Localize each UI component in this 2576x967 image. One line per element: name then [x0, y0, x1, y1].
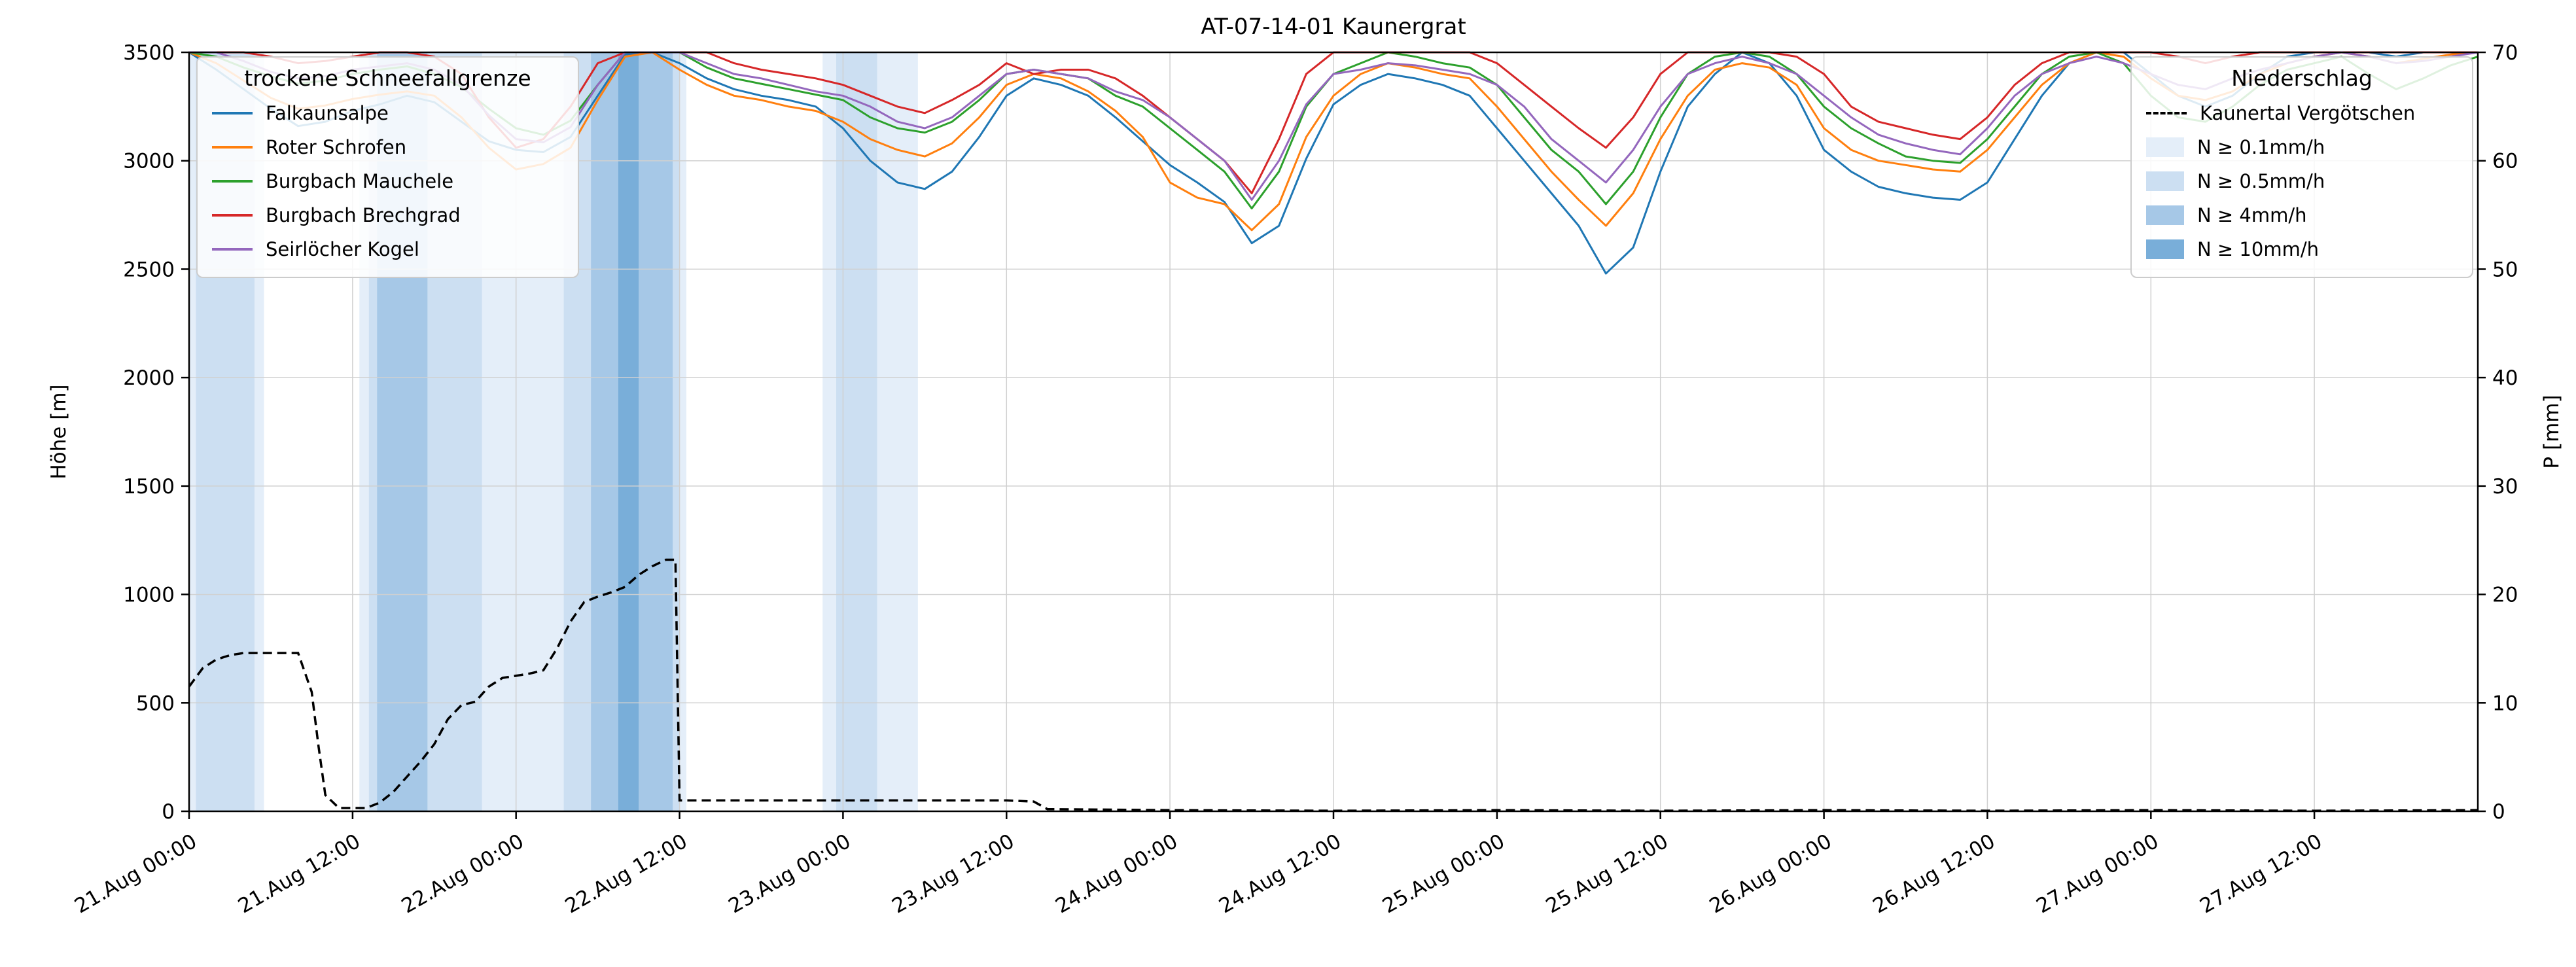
legend-label: Falkaunsalpe: [266, 102, 389, 124]
legend-label: Burgbach Brechgrad: [266, 204, 461, 226]
band-swatch-4-icon: [2146, 205, 2184, 225]
svg-text:70: 70: [2492, 41, 2518, 65]
legend-snowline-title: trockene Schneefallgrenze: [244, 65, 531, 91]
svg-text:2500: 2500: [123, 258, 175, 281]
legend-item-seirloecher-kogel: Seirlöcher Kogel: [212, 232, 563, 266]
dashed-line-swatch-icon: [2146, 112, 2187, 114]
legend-label: N ≥ 0.5mm/h: [2197, 170, 2325, 192]
svg-text:50: 50: [2492, 258, 2518, 281]
svg-text:1000: 1000: [123, 584, 175, 607]
svg-text:Höhe [m]: Höhe [m]: [47, 384, 71, 479]
svg-text:60: 60: [2492, 150, 2518, 173]
legend-item-burgbach-brechgrad: Burgbach Brechgrad: [212, 198, 563, 232]
svg-text:40: 40: [2492, 366, 2518, 390]
legend-label: N ≥ 10mm/h: [2197, 238, 2319, 260]
svg-text:2000: 2000: [123, 366, 175, 390]
legend-item-burgbach-mauchele: Burgbach Mauchele: [212, 164, 563, 198]
legend-item-kaunertal-vergoetschen: Kaunertal Vergötschen: [2146, 96, 2458, 130]
svg-text:24.Aug 00:00: 24.Aug 00:00: [1051, 830, 1182, 919]
svg-text:26.Aug 12:00: 26.Aug 12:00: [1869, 830, 1999, 919]
svg-text:0: 0: [2492, 800, 2505, 824]
band-swatch-10-icon: [2146, 239, 2184, 259]
line-swatch-seirloecher-kogel-icon: [212, 248, 253, 251]
svg-text:23.Aug 00:00: 23.Aug 00:00: [724, 830, 855, 919]
legend-item-falkaunsalpe: Falkaunsalpe: [212, 96, 563, 130]
legend-label: Seirlöcher Kogel: [266, 238, 419, 260]
svg-text:AT-07-14-01 Kaunergrat: AT-07-14-01 Kaunergrat: [1201, 14, 1466, 40]
svg-text:25.Aug 12:00: 25.Aug 12:00: [1542, 830, 1672, 919]
legend-item-band-10: N ≥ 10mm/h: [2146, 232, 2458, 266]
svg-text:27.Aug 00:00: 27.Aug 00:00: [2032, 830, 2162, 919]
legend-label: Burgbach Mauchele: [266, 170, 454, 192]
line-swatch-burgbach-brechgrad-icon: [212, 214, 253, 217]
line-swatch-falkaunsalpe-icon: [212, 112, 253, 114]
svg-text:25.Aug 00:00: 25.Aug 00:00: [1379, 830, 1509, 919]
svg-text:3500: 3500: [123, 41, 175, 65]
svg-text:23.Aug 12:00: 23.Aug 12:00: [888, 830, 1018, 919]
legend-label: Roter Schrofen: [266, 136, 407, 158]
svg-text:21.Aug 12:00: 21.Aug 12:00: [234, 830, 364, 919]
band-swatch-05-icon: [2146, 171, 2184, 191]
line-swatch-burgbach-mauchele-icon: [212, 180, 253, 183]
svg-text:500: 500: [136, 692, 175, 715]
svg-text:21.Aug 00:00: 21.Aug 00:00: [71, 830, 201, 919]
svg-text:22.Aug 12:00: 22.Aug 12:00: [561, 830, 692, 919]
band-swatch-01-icon: [2146, 137, 2184, 157]
legend-item-band-01: N ≥ 0.1mm/h: [2146, 130, 2458, 164]
legend-label: N ≥ 4mm/h: [2197, 204, 2307, 226]
legend-precipitation: Niederschlag Kaunertal Vergötschen N ≥ 0…: [2130, 56, 2473, 278]
legend-item-roter-schrofen: Roter Schrofen: [212, 130, 563, 164]
legend-precipitation-title: Niederschlag: [2231, 65, 2373, 91]
svg-text:26.Aug 00:00: 26.Aug 00:00: [1706, 830, 1836, 919]
svg-text:3000: 3000: [123, 150, 175, 173]
legend-label: N ≥ 0.1mm/h: [2197, 136, 2325, 158]
svg-text:1500: 1500: [123, 475, 175, 499]
legend-item-band-05: N ≥ 0.5mm/h: [2146, 164, 2458, 198]
line-swatch-roter-schrofen-icon: [212, 146, 253, 149]
svg-text:24.Aug 12:00: 24.Aug 12:00: [1215, 830, 1345, 919]
svg-text:P [mm]: P [mm]: [2540, 395, 2564, 468]
svg-text:30: 30: [2492, 475, 2518, 499]
svg-text:22.Aug 00:00: 22.Aug 00:00: [398, 830, 528, 919]
svg-text:10: 10: [2492, 692, 2518, 715]
legend-snowline: trockene Schneefallgrenze Falkaunsalpe R…: [196, 56, 579, 278]
legend-label: Kaunertal Vergötschen: [2200, 102, 2416, 124]
svg-text:20: 20: [2492, 584, 2518, 607]
svg-text:27.Aug 12:00: 27.Aug 12:00: [2196, 830, 2326, 919]
legend-item-band-4: N ≥ 4mm/h: [2146, 198, 2458, 232]
svg-text:0: 0: [162, 800, 175, 824]
